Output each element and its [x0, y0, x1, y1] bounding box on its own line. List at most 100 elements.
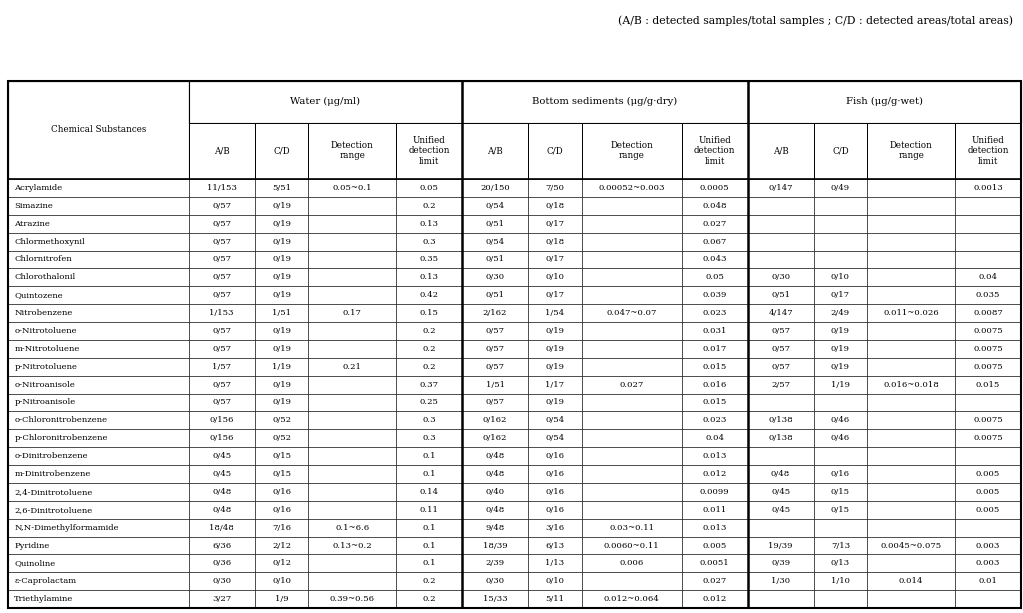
Text: 0/45: 0/45 — [771, 488, 790, 496]
Bar — [813, 573, 868, 590]
Text: 0.3: 0.3 — [422, 416, 436, 424]
Bar — [528, 394, 582, 411]
Bar — [189, 394, 255, 411]
Text: 0.1~6.6: 0.1~6.6 — [336, 524, 369, 531]
Bar — [582, 519, 681, 536]
Text: 0.05: 0.05 — [419, 184, 439, 192]
Text: 0/39: 0/39 — [771, 560, 790, 568]
Text: 0.012: 0.012 — [703, 470, 726, 478]
Bar — [582, 536, 681, 554]
Text: 0.3: 0.3 — [422, 238, 436, 246]
Bar — [748, 358, 813, 376]
Bar — [528, 322, 582, 340]
Text: 0.42: 0.42 — [419, 291, 439, 299]
Bar — [681, 251, 748, 268]
Bar — [813, 411, 868, 429]
Bar — [813, 123, 868, 179]
Bar — [748, 268, 813, 286]
Text: 0.0013: 0.0013 — [973, 184, 1003, 192]
Bar — [868, 554, 955, 573]
Bar — [748, 465, 813, 483]
Bar — [813, 304, 868, 322]
Text: 1/51: 1/51 — [486, 381, 504, 389]
Text: 5/51: 5/51 — [272, 184, 291, 192]
Bar — [813, 465, 868, 483]
Bar — [955, 340, 1021, 358]
Bar — [189, 179, 255, 197]
Bar — [396, 590, 462, 608]
Bar — [813, 394, 868, 411]
Bar — [528, 411, 582, 429]
Bar — [255, 197, 308, 215]
Text: 0/156: 0/156 — [210, 434, 234, 442]
Text: Chemical Substances: Chemical Substances — [51, 126, 146, 134]
Bar — [748, 286, 813, 304]
Bar — [528, 573, 582, 590]
Bar — [189, 340, 255, 358]
Text: 0/57: 0/57 — [771, 327, 790, 335]
Bar — [255, 251, 308, 268]
Bar — [868, 376, 955, 394]
Bar — [868, 536, 955, 554]
Text: 0/51: 0/51 — [771, 291, 790, 299]
Bar — [396, 358, 462, 376]
Bar — [308, 358, 396, 376]
Bar — [396, 304, 462, 322]
Text: 0/51: 0/51 — [486, 291, 504, 299]
Bar — [8, 286, 189, 304]
Bar — [396, 411, 462, 429]
Bar — [813, 519, 868, 536]
Text: 4/147: 4/147 — [768, 309, 793, 317]
Text: 0/162: 0/162 — [483, 434, 507, 442]
Bar — [308, 268, 396, 286]
Bar — [396, 322, 462, 340]
Bar — [813, 286, 868, 304]
Bar — [681, 268, 748, 286]
Text: 0/19: 0/19 — [545, 398, 565, 406]
Text: 0.048: 0.048 — [703, 202, 727, 210]
Text: 0/19: 0/19 — [272, 219, 291, 227]
Bar — [955, 519, 1021, 536]
Bar — [681, 358, 748, 376]
Text: N,N-Dimethylformamide: N,N-Dimethylformamide — [14, 524, 119, 531]
Bar — [8, 501, 189, 519]
Text: 0.035: 0.035 — [976, 291, 1000, 299]
Bar — [189, 286, 255, 304]
Text: 0.023: 0.023 — [703, 416, 727, 424]
Bar — [681, 573, 748, 590]
Bar — [308, 447, 396, 465]
Bar — [955, 536, 1021, 554]
Text: 0/40: 0/40 — [486, 488, 504, 496]
Bar — [462, 519, 528, 536]
Bar — [748, 81, 1021, 123]
Text: 0/15: 0/15 — [831, 488, 850, 496]
Text: 0.01: 0.01 — [979, 577, 997, 585]
Text: 1/30: 1/30 — [771, 577, 790, 585]
Bar — [462, 429, 528, 447]
Text: 0.006: 0.006 — [620, 560, 643, 568]
Bar — [8, 358, 189, 376]
Bar — [955, 358, 1021, 376]
Bar — [528, 483, 582, 501]
Bar — [189, 322, 255, 340]
Bar — [396, 394, 462, 411]
Text: 0.1: 0.1 — [422, 560, 436, 568]
Text: 0.043: 0.043 — [703, 256, 727, 264]
Text: 1/51: 1/51 — [272, 309, 291, 317]
Text: Quintozene: Quintozene — [14, 291, 63, 299]
Bar — [462, 251, 528, 268]
Bar — [189, 483, 255, 501]
Bar — [813, 429, 868, 447]
Bar — [462, 411, 528, 429]
Text: m-Nitrotoluene: m-Nitrotoluene — [14, 345, 80, 353]
Bar — [462, 304, 528, 322]
Text: 0/16: 0/16 — [831, 470, 850, 478]
Bar — [528, 268, 582, 286]
Bar — [868, 573, 955, 590]
Bar — [255, 358, 308, 376]
Bar — [255, 322, 308, 340]
Bar — [396, 483, 462, 501]
Text: 0/48: 0/48 — [486, 470, 504, 478]
Bar — [582, 573, 681, 590]
Text: 7/16: 7/16 — [272, 524, 291, 531]
